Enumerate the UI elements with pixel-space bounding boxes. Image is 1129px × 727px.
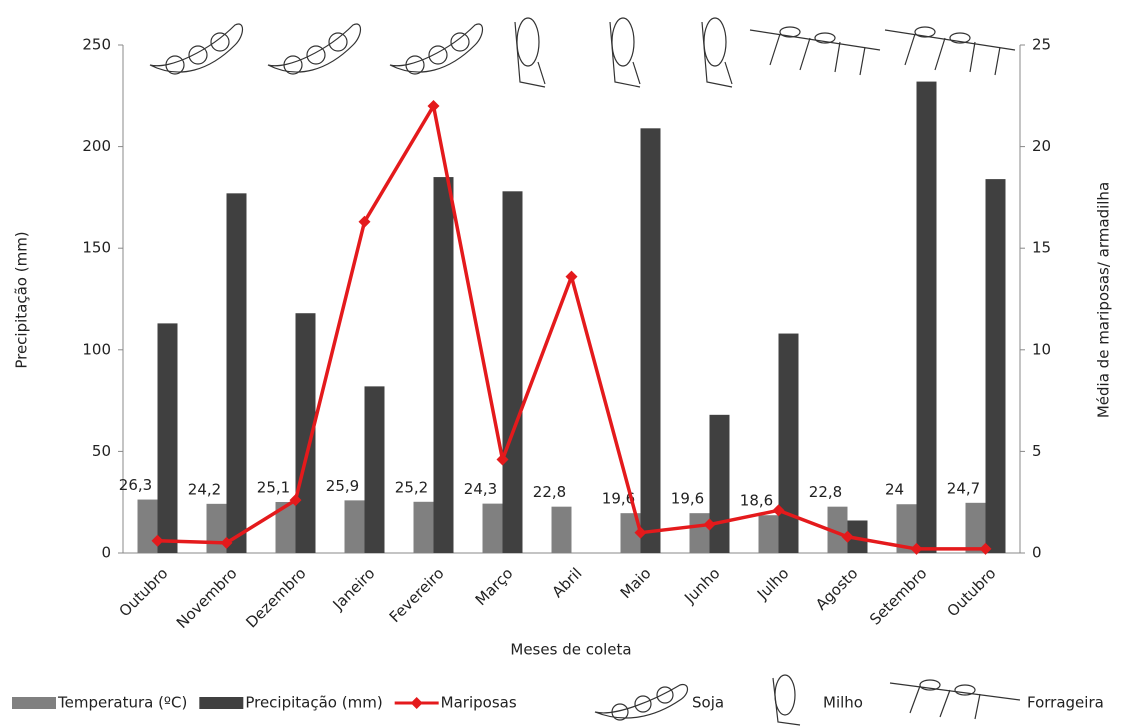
legend-label: Soja — [692, 694, 724, 712]
value-label: 25,1 — [257, 478, 290, 496]
x-tick-label: Dezembro — [242, 564, 309, 631]
marker — [772, 504, 785, 517]
bar — [985, 179, 1006, 553]
x-tick-label: Agosto — [812, 564, 861, 613]
x-tick-label: Julho — [753, 564, 792, 603]
marker — [289, 494, 302, 507]
bar — [295, 313, 316, 553]
crop-icons — [149, 17, 1016, 88]
x-tick-label: Abril — [549, 564, 586, 601]
marker — [427, 99, 440, 112]
legend-label: Milho — [823, 694, 863, 712]
bar — [620, 513, 641, 553]
x-tick-label: Fevereiro — [386, 564, 448, 626]
value-label: 24,2 — [188, 480, 221, 498]
marker — [634, 526, 647, 539]
x-tick-label: Outubro — [115, 564, 171, 620]
y2-tick-label: 5 — [1032, 442, 1042, 460]
bar — [275, 501, 296, 553]
x-tick-label: Março — [472, 564, 517, 609]
value-label: 19,6 — [602, 490, 635, 508]
y-tick-label: 100 — [82, 340, 111, 358]
value-label: 19,6 — [671, 490, 704, 508]
marker — [565, 270, 578, 283]
legend-label: Temperatura (ºC) — [57, 694, 187, 712]
value-label: 26,3 — [119, 476, 152, 494]
y-tick-label: 150 — [82, 239, 111, 257]
y2-tick-label: 25 — [1032, 36, 1051, 54]
x-tick-label: Setembro — [866, 564, 930, 628]
legend-label: Mariposas — [441, 694, 517, 712]
y2-tick-label: 10 — [1032, 340, 1051, 358]
bar — [502, 191, 523, 553]
marker — [703, 518, 716, 531]
y2-tick-label: 0 — [1032, 544, 1042, 562]
value-label: 24,3 — [464, 480, 497, 498]
bar — [413, 501, 434, 553]
value-label: 22,8 — [533, 483, 566, 501]
y-axis-title: Precipitação (mm) — [13, 231, 31, 368]
marker — [496, 453, 509, 466]
legend-label: Precipitação (mm) — [245, 694, 382, 712]
value-label: 22,8 — [809, 483, 842, 501]
bar — [433, 177, 454, 553]
y-tick-label: 200 — [82, 137, 111, 155]
bar — [551, 506, 572, 553]
x-tick-label: Outubro — [943, 564, 999, 620]
marker — [910, 542, 923, 555]
x-axis-title: Meses de coleta — [510, 641, 631, 659]
bar — [916, 81, 937, 554]
bar — [157, 323, 178, 553]
y2-tick-label: 15 — [1032, 239, 1051, 257]
value-label: 25,9 — [326, 477, 359, 495]
x-tick-label: Junho — [680, 564, 723, 607]
y-tick-label: 50 — [92, 442, 111, 460]
legend-swatch — [199, 697, 244, 709]
legend-swatch — [410, 697, 423, 709]
legend: Soja Milho Forrageira — [594, 674, 1104, 726]
y2-tick-label: 20 — [1032, 137, 1051, 155]
value-label: 18,6 — [740, 492, 773, 510]
y-tick-label: 250 — [82, 36, 111, 54]
value-label: 24,7 — [947, 479, 980, 497]
bar — [827, 506, 848, 553]
legend-swatch — [12, 697, 56, 709]
bar — [778, 333, 799, 553]
marker — [151, 534, 164, 547]
bar — [226, 193, 247, 553]
bar — [689, 513, 710, 553]
bar — [709, 414, 730, 553]
x-tick-label: Maio — [617, 564, 655, 602]
marker — [220, 536, 233, 549]
bar — [640, 128, 661, 553]
bar — [482, 503, 503, 553]
x-tick-label: Janeiro — [329, 564, 379, 614]
value-label: 24 — [885, 481, 904, 499]
bar — [364, 386, 385, 553]
bar — [344, 500, 365, 553]
bar — [758, 515, 779, 553]
marker — [979, 542, 992, 555]
bar — [896, 504, 917, 553]
marker — [358, 215, 371, 228]
bar — [965, 502, 986, 553]
legend-label: Forrageira — [1027, 694, 1104, 712]
bar — [137, 499, 158, 553]
y-tick-label: 0 — [101, 544, 111, 562]
marker — [841, 530, 854, 543]
y2-axis-title: Média de mariposas/ armadilha — [1095, 182, 1113, 418]
x-tick-label: Novembro — [173, 564, 241, 632]
value-label: 25,2 — [395, 478, 428, 496]
